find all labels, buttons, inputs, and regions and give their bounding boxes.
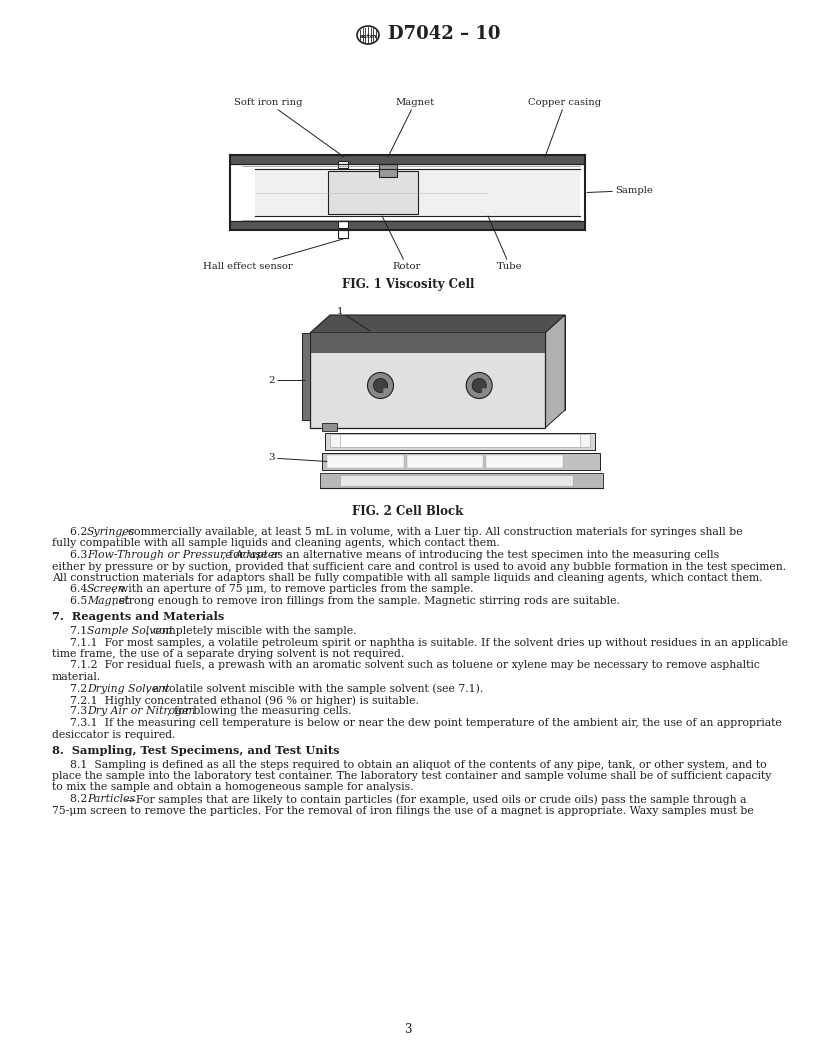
Text: 8.2: 8.2 [70,794,91,804]
Text: , with an aperture of 75 μm, to remove particles from the sample.: , with an aperture of 75 μm, to remove p… [112,585,473,595]
Polygon shape [310,315,565,333]
Text: —For samples that are likely to contain particles (for example, used oils or cru: —For samples that are likely to contain … [125,794,747,805]
Text: , a volatile solvent miscible with the sample solvent (see 7.1).: , a volatile solvent miscible with the s… [146,683,483,694]
Circle shape [374,378,388,393]
Text: 7.3: 7.3 [70,706,91,717]
Text: material.: material. [52,672,101,682]
Bar [486,455,563,468]
Bar [302,333,310,420]
Text: 1: 1 [337,307,370,331]
Bar [340,434,580,447]
Text: time frame, the use of a separate drying solvent is not required.: time frame, the use of a separate drying… [52,649,404,659]
Bar [255,169,580,216]
Polygon shape [330,315,565,410]
Text: FIG. 2 Cell Block: FIG. 2 Cell Block [353,505,463,518]
Text: place the sample into the laboratory test container. The laboratory test contain: place the sample into the laboratory tes… [52,771,771,781]
Text: 7.1.1  For most samples, a volatile petroleum spirit or naphtha is suitable. If : 7.1.1 For most samples, a volatile petro… [70,638,788,647]
Text: 6.2: 6.2 [70,527,91,538]
Text: Rotor: Rotor [382,216,421,271]
Text: , strong enough to remove iron fillings from the sample. Magnetic stirring rods : , strong enough to remove iron fillings … [112,596,620,606]
Circle shape [472,378,486,393]
Text: fully compatible with all sample liquids and cleaning agents, which contact them: fully compatible with all sample liquids… [52,539,499,548]
Bar [322,423,337,431]
Bar [320,473,603,488]
Bar [406,455,483,468]
Bar [328,171,418,214]
Text: Sample: Sample [587,186,653,195]
Text: Hall effect sensor: Hall effect sensor [203,239,343,271]
Text: Copper casing: Copper casing [529,98,601,157]
Bar [338,221,348,228]
Text: 7.1: 7.1 [70,626,91,636]
Text: 7.2: 7.2 [70,683,91,694]
Bar [379,164,397,177]
Circle shape [383,388,388,393]
Text: , for use as an alternative means of introducing the test specimen into the meas: , for use as an alternative means of int… [222,550,719,560]
Bar [340,475,573,486]
Polygon shape [545,315,565,428]
Text: , completely miscible with the sample.: , completely miscible with the sample. [146,626,357,636]
Text: 3: 3 [404,1023,412,1036]
Text: 7.  Reagents and Materials: 7. Reagents and Materials [52,611,224,622]
Text: , for blowing the measuring cells.: , for blowing the measuring cells. [167,706,352,717]
Text: 8.1  Sampling is defined as all the steps required to obtain an aliquot of the c: 8.1 Sampling is defined as all the steps… [70,759,766,770]
Text: desiccator is required.: desiccator is required. [52,730,175,739]
Circle shape [466,373,492,398]
Text: D7042 – 10: D7042 – 10 [388,25,500,43]
Text: Syringes: Syringes [86,527,135,538]
Text: 3: 3 [268,453,327,463]
Text: to mix the sample and obtain a homogeneous sample for analysis.: to mix the sample and obtain a homogeneo… [52,782,414,792]
Text: 8.  Sampling, Test Specimens, and Test Units: 8. Sampling, Test Specimens, and Test Un… [52,744,339,756]
Text: 7.2.1  Highly concentrated ethanol (96 % or higher) is suitable.: 7.2.1 Highly concentrated ethanol (96 % … [70,695,419,705]
Text: Particles: Particles [86,794,135,804]
Text: Dry Air or Nitrogen: Dry Air or Nitrogen [86,706,195,717]
Circle shape [367,373,393,398]
Bar [230,155,585,164]
Bar [327,455,404,468]
Text: Drying Solvent: Drying Solvent [86,683,170,694]
Bar [338,161,348,168]
Bar [322,453,600,470]
Bar [338,230,348,238]
Text: 6.3: 6.3 [70,550,91,560]
Text: 75-μm screen to remove the particles. For the removal of iron filings the use of: 75-μm screen to remove the particles. Fo… [52,806,754,815]
Text: Flow-Through or Pressure Adapter: Flow-Through or Pressure Adapter [86,550,279,560]
Bar [310,333,545,428]
Text: 6.5: 6.5 [70,596,91,606]
Text: , commercially available, at least 5 mL in volume, with a Luer tip. All construc: , commercially available, at least 5 mL … [121,527,743,538]
Text: 2: 2 [268,376,305,385]
Text: Tube: Tube [488,216,523,271]
Text: 7.1.2  For residual fuels, a prewash with an aromatic solvent such as toluene or: 7.1.2 For residual fuels, a prewash with… [70,660,760,671]
Text: FIG. 1 Viscosity Cell: FIG. 1 Viscosity Cell [342,278,474,291]
Bar [230,221,585,230]
Text: Screen: Screen [86,585,126,595]
Text: Magnet: Magnet [86,596,129,606]
Text: Soft iron ring: Soft iron ring [233,98,344,157]
Bar [325,433,595,450]
Bar [330,434,590,447]
Text: 7.3.1  If the measuring cell temperature is below or near the dew point temperat: 7.3.1 If the measuring cell temperature … [70,718,782,728]
Text: Magnet: Magnet [388,98,435,157]
Text: either by pressure or by suction, provided that sufficient care and control is u: either by pressure or by suction, provid… [52,562,786,571]
Text: 6.4: 6.4 [70,585,91,595]
Circle shape [481,388,486,393]
Text: astm: astm [359,34,377,38]
Text: Sample Solvent: Sample Solvent [86,626,173,636]
Bar [310,333,545,353]
Text: All construction materials for adaptors shall be fully compatible with all sampl: All construction materials for adaptors … [52,573,762,583]
